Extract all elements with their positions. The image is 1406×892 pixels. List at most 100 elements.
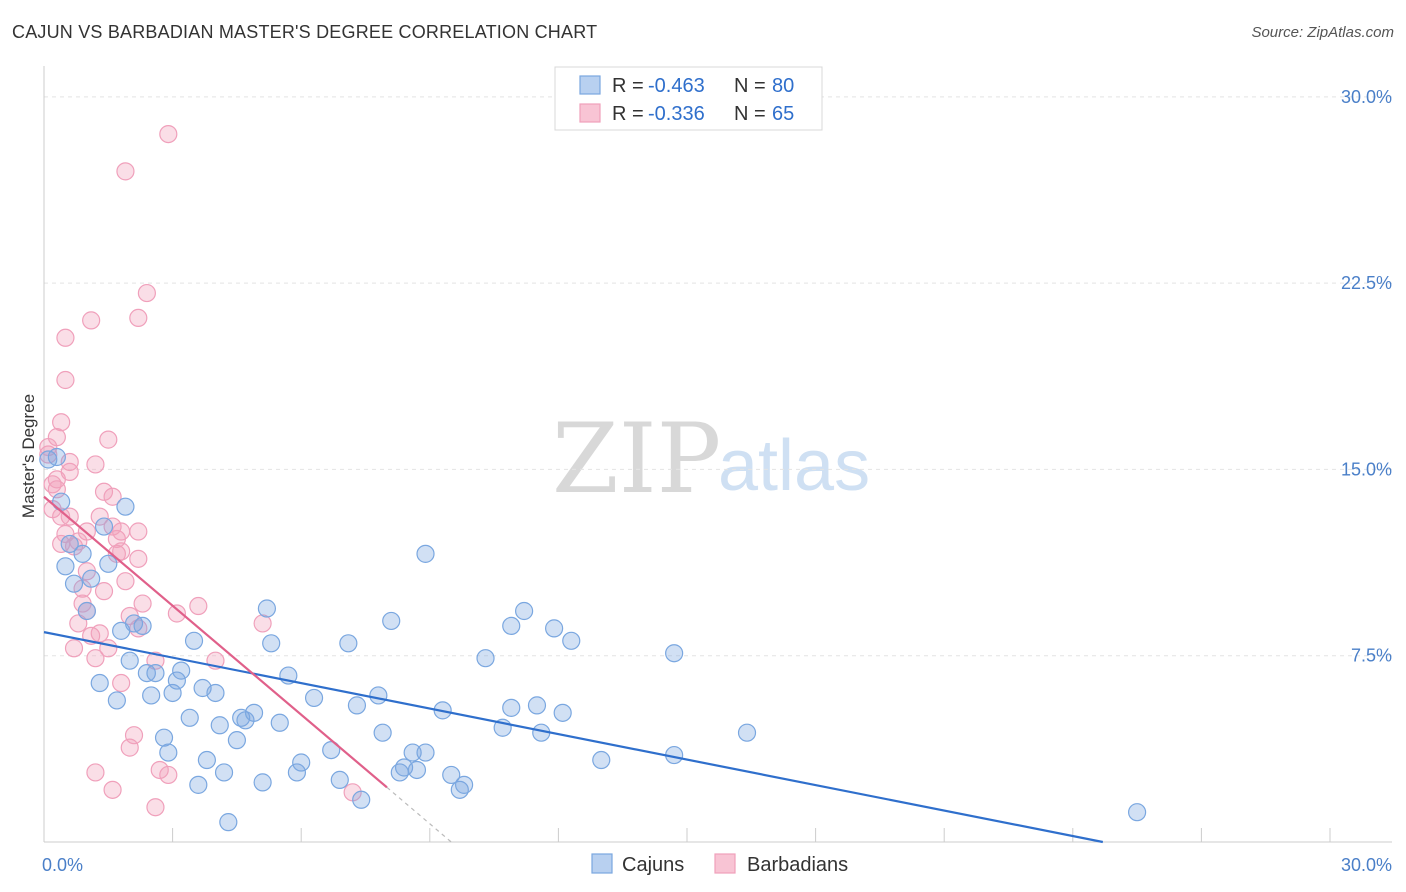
barbadian-point-24 <box>90 624 109 643</box>
barbadian-point-36 <box>112 542 131 561</box>
bottom-legend: Cajuns Barbadians <box>591 853 848 876</box>
cajun-point-39 <box>253 773 272 792</box>
cajun-point-6 <box>73 544 92 563</box>
cajun-point-74 <box>562 631 581 650</box>
cajun-point-48 <box>330 770 349 790</box>
barbadian-point-54 <box>167 604 186 623</box>
barbadian-point-52 <box>159 124 178 144</box>
bottom-legend-label-barbadians: Barbadians <box>747 854 848 876</box>
watermark-zip: ZIP <box>552 403 721 515</box>
gridlines <box>44 96 1392 657</box>
cajun-point-50 <box>347 696 367 715</box>
cajun-point-62 <box>442 765 461 785</box>
bottom-legend-swatch-barbadians <box>714 853 736 874</box>
cajun-point-59 <box>416 743 435 762</box>
x-tick-label-0: 0.0% <box>42 855 83 875</box>
barbadian-point-21 <box>86 649 105 668</box>
cajun-point-3 <box>56 557 75 576</box>
barbadians-trend-extension <box>386 786 452 843</box>
legend-r-label-2: R = <box>612 103 644 125</box>
cajun-point-12 <box>107 691 126 710</box>
bottom-legend-label-cajuns: Cajuns <box>622 854 684 876</box>
barbadian-point-4 <box>52 413 71 432</box>
barbadian-point-48 <box>137 283 156 303</box>
cajun-point-31 <box>206 683 225 703</box>
cajun-point-67 <box>502 698 521 717</box>
y-tick-label-3: 30.0% <box>1341 87 1392 107</box>
legend-r-value-1: -0.463 <box>648 75 705 97</box>
barbadian-point-49 <box>146 651 165 670</box>
cajun-point-49 <box>339 634 358 653</box>
cajun-point-60 <box>416 544 435 563</box>
barbadian-point-47 <box>133 594 152 613</box>
cajun-point-26 <box>180 708 199 727</box>
cajun-point-51 <box>352 790 371 809</box>
cajun-point-20 <box>146 663 165 683</box>
source-label: Source: ZipAtlas.com <box>1251 24 1394 41</box>
cajun-point-57 <box>403 743 422 762</box>
barbadian-point-25 <box>90 507 109 526</box>
barbadian-point-39 <box>116 572 135 591</box>
cajun-point-65 <box>476 649 495 668</box>
barbadian-point-45 <box>129 522 148 541</box>
barbadian-point-38 <box>116 162 135 181</box>
cajun-point-14 <box>116 497 135 516</box>
legend-swatch-cajuns <box>579 75 601 95</box>
cajun-point-72 <box>545 619 564 638</box>
barbadian-point-23 <box>86 763 105 782</box>
cajun-point-10 <box>94 517 114 536</box>
legend-n-value-1: 80 <box>772 75 794 97</box>
cajun-point-5 <box>64 574 84 593</box>
cajun-point-4 <box>60 534 79 554</box>
barbadian-point-51 <box>150 760 169 780</box>
cajun-point-58 <box>407 760 427 780</box>
barbadian-point-31 <box>103 487 122 506</box>
barbadian-point-57 <box>253 614 272 633</box>
barbadian-point-63 <box>60 462 79 482</box>
cajun-point-35 <box>227 731 246 750</box>
barbadian-point-37 <box>112 522 131 541</box>
cajun-point-30 <box>197 750 216 770</box>
cajun-point-41 <box>262 634 281 653</box>
cajun-point-15 <box>120 651 139 670</box>
trend-lines <box>43 495 1104 844</box>
cajun-point-46 <box>304 688 324 708</box>
barbadians-trend-line <box>43 495 388 789</box>
cajun-point-52 <box>369 686 388 705</box>
chart-title: CAJUN VS BARBADIAN MASTER'S DEGREE CORRE… <box>12 22 598 42</box>
cajun-point-9 <box>90 673 109 693</box>
cajun-point-70 <box>527 696 547 715</box>
cajun-point-76 <box>665 644 684 663</box>
legend-swatch-barbadians <box>579 103 601 123</box>
cajun-point-44 <box>287 763 307 782</box>
cajun-point-79 <box>1127 803 1147 822</box>
cajun-point-40 <box>257 599 277 618</box>
legend-n-value-2: 65 <box>772 103 794 125</box>
cajun-point-73 <box>553 703 572 722</box>
barbadian-point-35 <box>112 673 131 693</box>
cajun-point-38 <box>244 703 264 722</box>
cajun-point-78 <box>737 723 757 742</box>
legend-r-label-1: R = <box>612 75 644 97</box>
barbadian-point-26 <box>94 582 114 601</box>
barbadians-points <box>39 124 362 817</box>
cajun-point-21 <box>154 728 174 747</box>
barbadian-point-29 <box>99 639 118 658</box>
x-tick-labels: 0.0% 30.0% <box>42 855 1392 875</box>
y-tick-label-0: 7.5% <box>1351 646 1392 666</box>
y-tick-label-1: 15.0% <box>1341 459 1392 479</box>
cajun-point-33 <box>214 763 234 782</box>
cajun-point-24 <box>167 671 186 690</box>
barbadian-point-22 <box>86 455 105 474</box>
cajun-point-75 <box>592 750 611 770</box>
barbadian-point-55 <box>189 596 208 616</box>
cajun-point-19 <box>142 686 161 705</box>
barbadian-point-62 <box>56 524 75 544</box>
cajun-point-34 <box>219 813 238 832</box>
barbadian-point-2 <box>47 428 66 447</box>
cajun-point-68 <box>502 616 521 636</box>
cajun-point-27 <box>184 631 204 650</box>
y-axis-label: Master's Degree <box>19 394 38 518</box>
barbadian-point-50 <box>146 798 165 817</box>
barbadian-point-46 <box>129 308 148 328</box>
